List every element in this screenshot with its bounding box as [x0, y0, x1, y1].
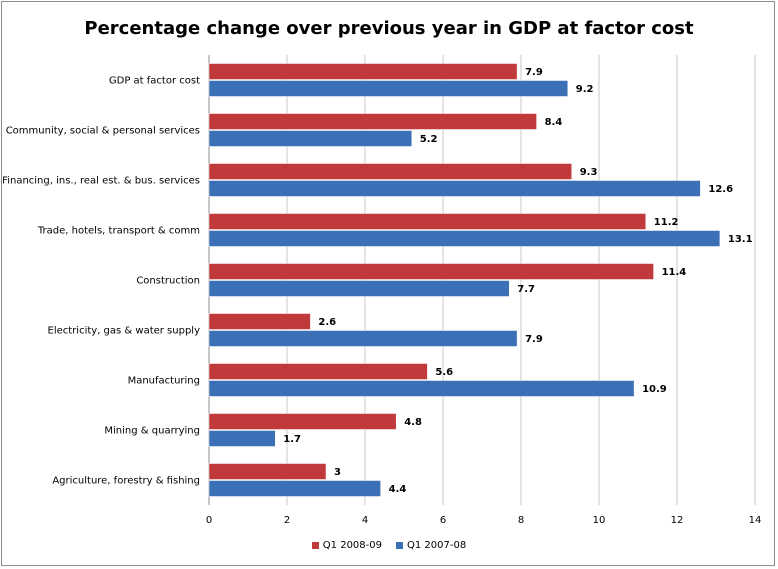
category-label: Community, social & personal services — [6, 126, 200, 137]
data-label: 9.3 — [580, 167, 598, 178]
x-tick-label: 2 — [284, 515, 290, 526]
category-label: Manufacturing — [128, 376, 200, 387]
bar-series-1 — [208, 163, 572, 180]
bar-series-2 — [208, 480, 381, 497]
category-label: Financing, ins., real est. & bus. servic… — [2, 176, 200, 187]
bar-series-1 — [208, 263, 654, 280]
x-tick-label: 0 — [206, 515, 212, 526]
bar-series-2 — [208, 430, 276, 447]
category-label: Construction — [136, 276, 200, 287]
bar-series-2 — [208, 280, 510, 297]
data-label: 11.4 — [662, 267, 687, 278]
chart-title: Percentage change over previous year in … — [84, 18, 694, 39]
legend-swatch-series-2 — [396, 542, 403, 549]
bar-series-1 — [208, 113, 537, 130]
data-label: 11.2 — [654, 217, 679, 228]
data-label: 7.9 — [525, 67, 543, 78]
bar-series-2 — [208, 130, 413, 147]
data-label: 5.6 — [435, 367, 453, 378]
bar-series-1 — [208, 413, 397, 430]
x-tick-label: 4 — [362, 515, 368, 526]
x-tick-label: 8 — [518, 515, 524, 526]
data-label: 8.4 — [545, 117, 563, 128]
data-label: 9.2 — [576, 84, 594, 95]
bar-series-2 — [208, 80, 569, 97]
data-label: 4.8 — [404, 417, 422, 428]
legend-label-series-2: Q1 2007-08 — [407, 540, 467, 551]
data-label: 13.1 — [728, 234, 753, 245]
data-label: 10.9 — [642, 384, 667, 395]
bar-series-1 — [208, 63, 518, 80]
data-label: 2.6 — [318, 317, 336, 328]
category-label: Agriculture, forestry & fishing — [52, 476, 200, 487]
category-label: Mining & quarrying — [104, 426, 200, 437]
bar-series-1 — [208, 313, 311, 330]
data-label: 7.7 — [517, 284, 535, 295]
legend-item-series-1: Q1 2008-09 — [311, 540, 382, 551]
bar-series-2 — [208, 330, 518, 347]
data-label: 1.7 — [283, 434, 301, 445]
legend: Q1 2008-09 Q1 2007-08 — [0, 540, 778, 551]
bar-series-1 — [208, 213, 647, 230]
legend-item-series-2: Q1 2007-08 — [396, 540, 466, 551]
category-label: Trade, hotels, transport & comm — [37, 226, 200, 237]
data-label: 5.2 — [420, 134, 438, 145]
data-label: 12.6 — [708, 184, 733, 195]
legend-swatch-series-1 — [311, 542, 319, 549]
category-label: GDP at factor cost — [109, 76, 200, 87]
bar-series-1 — [208, 363, 428, 380]
x-tick-label: 12 — [671, 515, 684, 526]
x-tick-label: 14 — [749, 515, 762, 526]
bar-series-2 — [208, 180, 701, 197]
x-tick-label: 6 — [440, 515, 446, 526]
x-tick-label: 10 — [593, 515, 606, 526]
category-label: Electricity, gas & water supply — [48, 326, 201, 337]
bar-series-2 — [208, 380, 635, 397]
bar-series-1 — [208, 463, 327, 480]
data-label: 3 — [334, 467, 341, 478]
data-label: 4.4 — [389, 484, 407, 495]
data-label: 7.9 — [525, 334, 543, 345]
legend-label-series-1: Q1 2008-09 — [322, 540, 382, 551]
bar-series-2 — [208, 230, 721, 247]
